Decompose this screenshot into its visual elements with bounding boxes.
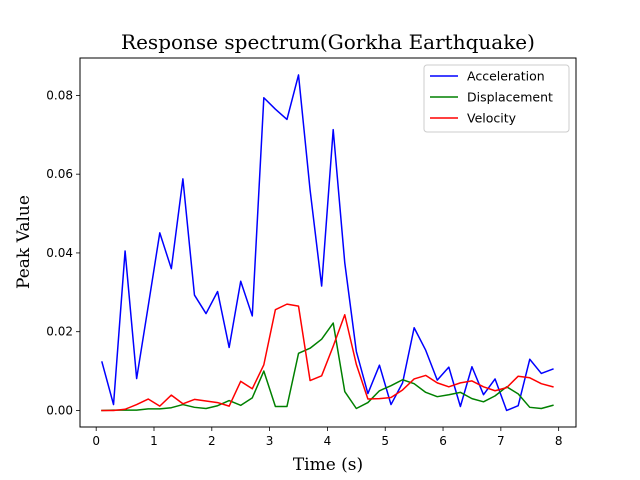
legend-label-velocity: Velocity	[467, 111, 517, 126]
x-axis-label: Time (s)	[293, 455, 363, 475]
y-tick-label: 0.08	[46, 88, 73, 102]
y-axis-ticks: 0.00 0.02 0.04 0.06 0.08	[46, 88, 80, 417]
x-tick-label: 7	[497, 434, 505, 448]
y-axis-label: Peak Value	[14, 195, 34, 289]
legend: Acceleration Displacement Velocity	[423, 64, 570, 133]
x-tick-label: 5	[381, 434, 389, 448]
x-tick-label: 8	[555, 434, 563, 448]
y-tick-label: 0.04	[46, 246, 73, 260]
x-axis-ticks: 0 1 2 3 4 5 6 7 8	[92, 427, 562, 448]
chart-title: Response spectrum(Gorkha Earthquake)	[121, 30, 535, 54]
x-tick-label: 2	[208, 434, 216, 448]
legend-label-acceleration: Acceleration	[467, 69, 545, 84]
x-tick-label: 6	[439, 434, 447, 448]
x-tick-label: 0	[92, 434, 100, 448]
x-tick-label: 4	[324, 434, 332, 448]
legend-label-displacement: Displacement	[467, 90, 553, 105]
legend-frame	[423, 64, 570, 133]
plot-area-frame	[79, 57, 577, 428]
y-tick-label: 0.06	[46, 167, 73, 181]
y-tick-label: 0.00	[46, 403, 73, 417]
y-tick-label: 0.02	[46, 325, 73, 339]
x-tick-label: 1	[150, 434, 158, 448]
x-tick-label: 3	[266, 434, 274, 448]
series-line-displacement	[101, 322, 554, 412]
series-lines	[101, 74, 554, 412]
series-line-acceleration	[101, 74, 554, 412]
series-line-velocity	[101, 303, 554, 412]
